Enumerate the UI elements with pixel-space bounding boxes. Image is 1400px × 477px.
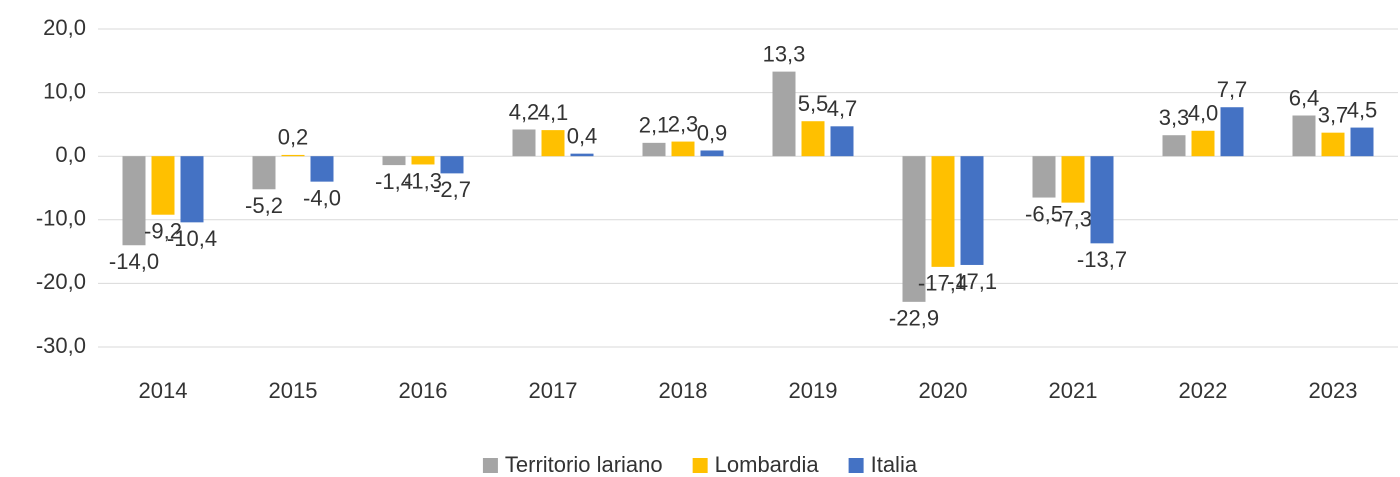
bar [252,156,276,190]
x-tick-label: 2022 [1179,378,1228,403]
y-tick-label: -30,0 [36,333,86,358]
y-tick-label: 20,0 [43,15,86,40]
legend-swatch [482,458,498,473]
bar [700,150,724,157]
x-tick-label: 2021 [1049,378,1098,403]
data-label: -4,0 [303,185,341,210]
data-label: -17,1 [947,269,997,294]
bar [180,156,204,223]
data-label: 2,1 [639,113,670,138]
x-tick-label: 2016 [399,378,448,403]
legend-swatch [692,458,708,473]
data-label: 0,9 [697,120,728,145]
bar [902,156,926,302]
bar [570,153,594,157]
data-label: -2,7 [433,177,471,202]
data-label: 4,2 [509,99,540,124]
y-tick-label: 0,0 [55,142,86,167]
bar [1090,156,1114,244]
y-tick-label: 10,0 [43,78,86,103]
bar [671,141,695,157]
legend-label: Territorio lariano [505,452,663,477]
data-label: 4,5 [1347,97,1378,122]
bar [411,156,435,165]
data-label: 7,7 [1217,77,1248,102]
x-tick-label: 2019 [789,378,838,403]
data-label: 2,3 [668,111,699,136]
x-tick-label: 2017 [529,378,578,403]
bar [772,71,796,157]
x-tick-label: 2018 [659,378,708,403]
data-label: -22,9 [889,306,939,331]
legend-label: Italia [871,452,918,477]
data-label: 5,5 [798,91,829,116]
data-label: 0,2 [278,125,309,150]
data-label: 4,0 [1188,101,1219,126]
data-label: -6,5 [1025,201,1063,226]
bar [382,156,406,166]
bar [1191,130,1215,157]
bar [151,156,175,215]
bar [310,156,334,182]
data-label: -10,4 [167,226,217,251]
bar [1321,132,1345,157]
data-label: -1,3 [404,168,442,193]
bar [512,129,536,157]
x-tick-label: 2015 [269,378,318,403]
y-tick-label: -10,0 [36,206,86,231]
bar [541,130,565,157]
data-label: 3,3 [1159,105,1190,130]
data-label: 4,1 [538,100,569,125]
data-label: 3,7 [1318,102,1349,127]
bar [960,156,984,265]
data-label: 4,7 [827,96,858,121]
bar [1220,107,1244,157]
data-label: -17,4 [918,271,968,296]
bar [440,156,464,174]
bar [1292,115,1316,157]
legend-label: Lombardia [715,452,820,477]
data-label: 13,3 [763,41,806,66]
bar [122,156,146,246]
bar [281,154,305,157]
data-label: 0,4 [567,123,598,148]
y-tick-label: -20,0 [36,269,86,294]
bar [642,142,666,157]
bar [830,126,854,157]
data-label: -5,2 [245,193,283,218]
x-tick-label: 2020 [919,378,968,403]
legend-swatch [848,458,864,473]
bar [1162,135,1186,157]
bar [801,121,825,157]
bar [931,156,955,267]
data-label: -7,3 [1054,206,1092,231]
data-label: -14,0 [109,249,159,274]
data-label: -13,7 [1077,247,1127,272]
data-label: -1,4 [375,169,413,194]
x-tick-label: 2023 [1309,378,1358,403]
data-label: -9,2 [144,219,182,244]
bar [1032,156,1056,198]
bar [1061,156,1085,203]
bar [1350,127,1374,157]
data-label: 6,4 [1289,85,1320,110]
x-tick-label: 2014 [139,378,188,403]
